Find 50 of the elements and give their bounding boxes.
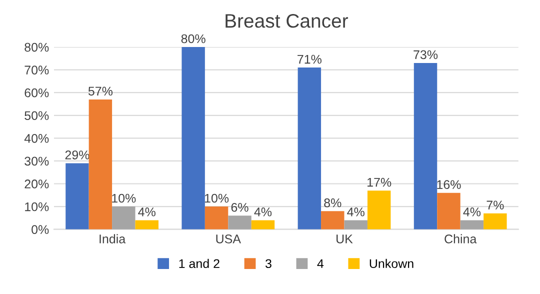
data-label: 8% — [324, 198, 342, 208]
bar — [88, 99, 112, 230]
data-label: 57% — [88, 86, 113, 96]
y-tick-label: 70% — [24, 66, 49, 74]
bar — [460, 220, 484, 230]
data-label: 7% — [486, 200, 504, 210]
x-tick-label: USA — [216, 234, 241, 244]
legend-label: 3 — [265, 259, 272, 268]
y-tick-label: 40% — [24, 134, 49, 143]
y-tick-label: 80% — [24, 42, 49, 52]
data-label: 4% — [254, 208, 272, 216]
bar — [298, 68, 322, 230]
data-label: 6% — [231, 202, 248, 212]
y-tick-label: 30% — [24, 156, 49, 166]
x-tick-label: UK — [336, 234, 353, 244]
legend-label: 1 and 2 — [179, 258, 220, 268]
data-label: 17% — [368, 178, 392, 187]
data-label: 29% — [65, 150, 90, 160]
data-label: 73% — [414, 50, 438, 60]
data-label: 4% — [347, 208, 364, 216]
y-tick-label: 0% — [32, 225, 49, 234]
data-label: 80% — [181, 34, 206, 44]
bar — [414, 62, 438, 230]
y-tick-label: 10% — [25, 202, 49, 212]
legend-label: Unkown — [370, 258, 414, 268]
bar — [135, 220, 158, 230]
y-tick-label: 50% — [24, 111, 49, 120]
bar — [484, 213, 507, 230]
legend-label: 4 — [317, 259, 324, 268]
x-tick-label: China — [444, 234, 477, 244]
data-label: 71% — [298, 54, 322, 64]
bar — [344, 220, 368, 230]
bar — [321, 211, 344, 230]
bar — [112, 206, 136, 230]
bar — [66, 163, 89, 230]
data-label: 16% — [437, 180, 461, 190]
y-tick-label: 60% — [24, 88, 49, 98]
data-label: 4% — [138, 208, 156, 216]
bar — [182, 47, 205, 230]
data-label: 10% — [112, 194, 136, 203]
data-label: 4% — [463, 208, 481, 216]
bar — [204, 206, 228, 230]
bar — [251, 220, 275, 230]
y-tick-label: 20% — [24, 180, 49, 188]
bar — [228, 216, 252, 230]
bar — [437, 192, 460, 230]
chart-title: Breast Cancer — [226, 14, 348, 28]
bar — [367, 190, 391, 230]
data-label: 10% — [204, 194, 229, 203]
x-tick-label: India — [100, 234, 126, 244]
